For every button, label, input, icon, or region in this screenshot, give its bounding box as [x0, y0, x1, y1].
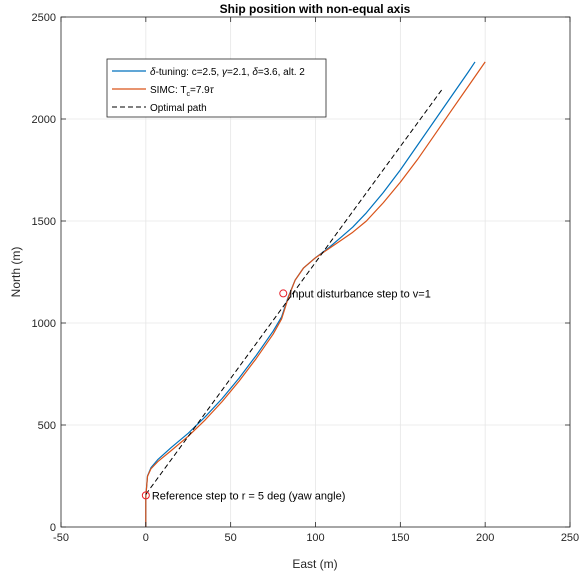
legend: δ-tuning: c=2.5, γ=2.1, δ=3.6, alt. 2 SI… — [106, 58, 327, 118]
legend-label-simc: SIMC: Tc=7.9τ — [150, 85, 215, 98]
x-tick-label: 100 — [306, 532, 324, 544]
x-tick-label: -50 — [53, 532, 69, 544]
series-layer — [145, 61, 486, 527]
series-line-optimal-path — [145, 88, 444, 495]
x-tick-label: 50 — [225, 532, 237, 544]
y-tick-label: 2000 — [32, 114, 56, 126]
x-axis-label: East (m) — [292, 557, 337, 571]
x-tick-label: 200 — [476, 532, 494, 544]
legend-box — [106, 58, 327, 118]
x-tick-label: 250 — [561, 532, 579, 544]
y-tick-label: 1500 — [32, 216, 56, 228]
y-tick-label: 1000 — [32, 318, 56, 330]
annotation-marker — [141, 491, 150, 500]
y-axis-label: North (m) — [9, 247, 23, 298]
y-tick-label: 0 — [50, 522, 56, 534]
x-tick-label: 0 — [143, 532, 149, 544]
annotation-reference-step: Reference step to r = 5 deg (yaw angle) — [152, 490, 346, 502]
annotation-marker — [279, 289, 288, 298]
y-tick-label: 2500 — [32, 12, 56, 24]
chart-title: Ship position with non-equal axis — [220, 2, 411, 16]
annotation-layer: Input disturbance step to v=1 Reference s… — [141, 288, 431, 502]
legend-label-delta-tuning: δ-tuning: c=2.5, γ=2.1, δ=3.6, alt. 2 — [150, 67, 305, 78]
series-line-simc — [145, 61, 486, 527]
annotation-input-disturbance: Input disturbance step to v=1 — [289, 288, 431, 300]
legend-label-optimal-path: Optimal path — [150, 103, 207, 114]
x-tick-label: 150 — [391, 532, 409, 544]
y-tick-label: 500 — [38, 420, 56, 432]
